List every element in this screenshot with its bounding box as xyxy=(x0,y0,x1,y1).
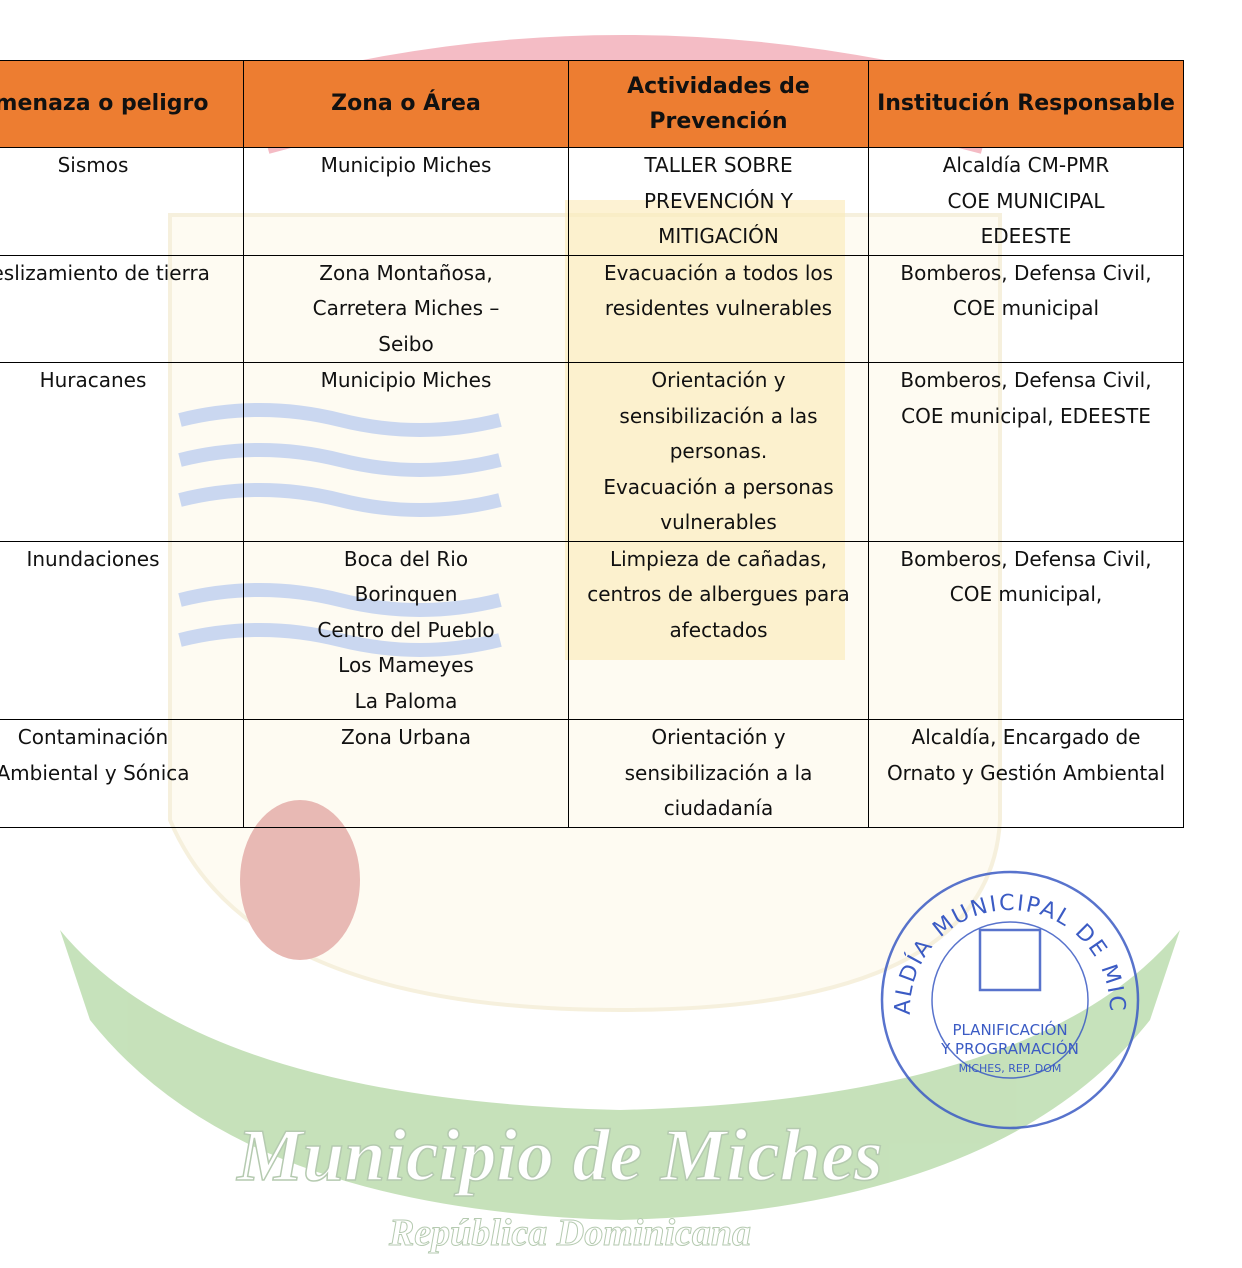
table-cell: TALLER SOBRE PREVENCIÓN Y MITIGACIÓN xyxy=(568,147,869,256)
table-cell: Huracanes xyxy=(0,362,244,542)
stamp-ring-text: ALCALDÍA MUNICIPAL DE MICHES xyxy=(870,860,1129,1015)
table-cell: Municipio Miches xyxy=(243,147,569,256)
watermark-subtitle: República Dominicana xyxy=(388,1212,751,1254)
table-cell: Sismos xyxy=(0,147,244,256)
table: Amenaza o peligro Zona o Área Actividades … xyxy=(0,60,1184,828)
stamp: ALCALDÍA MUNICIPAL DE MICHES PLANIFICACI… xyxy=(870,860,1140,1130)
table-cell: Evacuación a todos los residentes vulner… xyxy=(568,254,869,363)
table-row: Huracanes Municipio Miches Orientación y s… xyxy=(0,362,1184,542)
table-cell: Alcaldía CM-PMR COE MUNICIPAL EDEESTE xyxy=(868,147,1184,256)
header-row: Amenaza o peligro Zona o Área Actividades … xyxy=(0,60,1184,148)
ribbon xyxy=(60,930,1180,1220)
table-cell: Zona Montañosa, Carretera Miches – Seibo xyxy=(243,254,569,363)
header-cell: Institución Responsable xyxy=(868,60,1184,148)
header-cell: Zona o Área xyxy=(243,60,569,148)
table-cell: Zona Urbana xyxy=(243,719,569,828)
leaf xyxy=(240,800,360,960)
table-row: Contaminación Ambiental y Sónica Zona Urb… xyxy=(0,719,1184,828)
stamp-ring: ALCALDÍA MUNICIPAL DE MICHES xyxy=(870,860,1127,1015)
table-row: Sismos Municipio Miches TALLER SOBRE PREVE… xyxy=(0,147,1184,256)
stamp-emblem xyxy=(978,928,1042,992)
header-cell: Actividades de Prevención xyxy=(568,60,869,148)
table-row: Inundaciones Boca del Rio Borinquen Centr… xyxy=(0,540,1184,720)
table-body: Sismos Municipio Miches TALLER SOBRE PREVE… xyxy=(0,147,1184,828)
header-cell: Amenaza o peligro xyxy=(0,60,244,148)
table-cell: Alcaldía, Encargado de Ornato y Gestión … xyxy=(868,719,1184,828)
table-cell: Boca del Rio Borinquen Centro del Pueblo… xyxy=(243,540,569,720)
table-cell: Municipio Miches xyxy=(243,362,569,542)
table-cell: Deslizamiento de tierra xyxy=(0,254,244,363)
table-cell: Orientación y sensibilización a las pers… xyxy=(568,362,869,542)
table-cell: Orientación y sensibilización a la ciuda… xyxy=(568,719,869,828)
table-cell: Contaminación Ambiental y Sónica xyxy=(0,719,244,828)
stamp-inner xyxy=(931,921,1089,1079)
table-cell: Limpieza de cañadas, centros de albergue… xyxy=(568,540,869,720)
table-cell: Inundaciones xyxy=(0,540,244,720)
watermark-title: Municipio de Miches xyxy=(236,1115,882,1197)
table-cell: Bomberos, Defensa Civil, COE municipal, … xyxy=(868,362,1184,542)
stamp-line: Y PROGRAMACIÓN xyxy=(940,1039,1079,1058)
stamp-line: PLANIFICACIÓN xyxy=(952,1020,1067,1039)
stamp-outer xyxy=(880,870,1140,1130)
stamp-line: MICHES, REP. DOM xyxy=(959,1062,1062,1075)
table-cell: Bomberos, Defensa Civil, COE municipal, xyxy=(868,540,1184,720)
table-cell: Bomberos, Defensa Civil, COE municipal xyxy=(868,254,1184,363)
